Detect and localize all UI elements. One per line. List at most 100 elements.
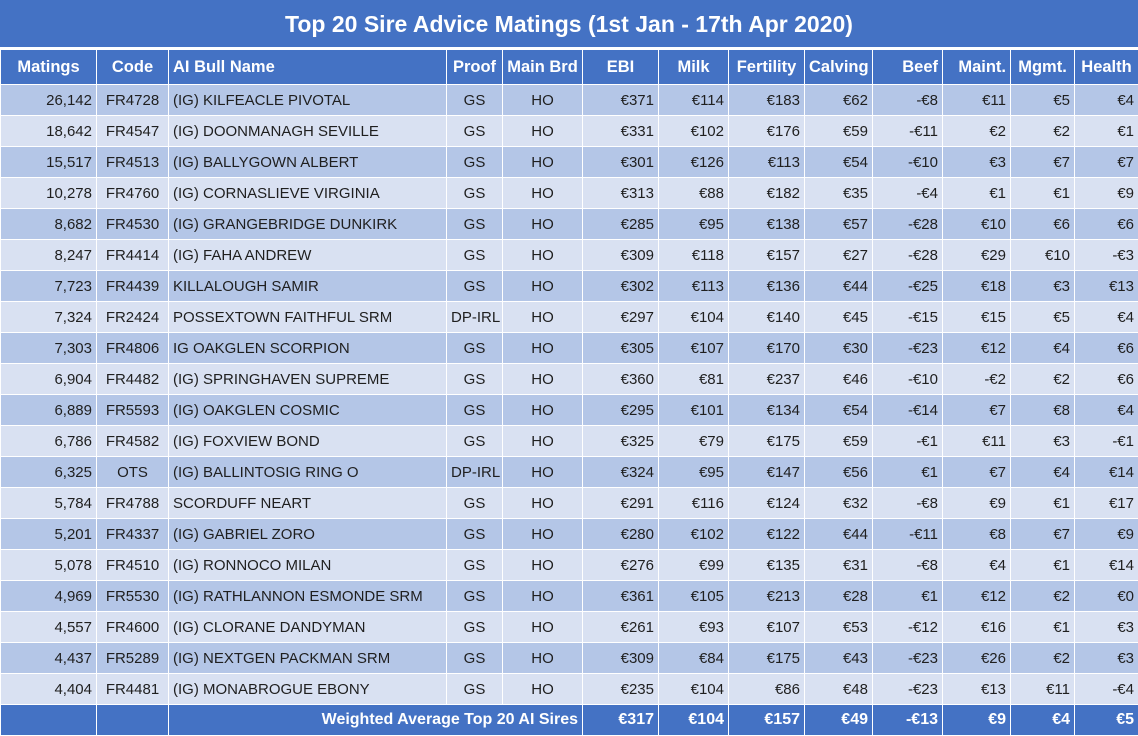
cell-matings: 4,404 — [1, 674, 97, 705]
cell-mgmt: €6 — [1011, 209, 1075, 240]
col-header-calving: Calving — [805, 50, 873, 85]
cell-main-brd: HO — [503, 395, 583, 426]
cell-beef: -€12 — [873, 612, 943, 643]
cell-beef: -€10 — [873, 147, 943, 178]
cell-mgmt: €4 — [1011, 333, 1075, 364]
cell-mgmt: €3 — [1011, 426, 1075, 457]
cell-milk: €114 — [659, 85, 729, 116]
cell-ebi: €295 — [583, 395, 659, 426]
cell-beef: -€11 — [873, 519, 943, 550]
cell-code: FR4582 — [97, 426, 169, 457]
cell-mgmt: €4 — [1011, 457, 1075, 488]
cell-calving: €59 — [805, 116, 873, 147]
cell-health: €0 — [1075, 581, 1138, 612]
table-title: Top 20 Sire Advice Matings (1st Jan - 17… — [0, 0, 1138, 49]
cell-maint: €4 — [943, 550, 1011, 581]
cell-beef: -€11 — [873, 116, 943, 147]
footer-beef: -€13 — [873, 705, 943, 736]
cell-milk: €126 — [659, 147, 729, 178]
cell-health: €3 — [1075, 612, 1138, 643]
footer-empty-cell — [97, 705, 169, 736]
cell-health: €17 — [1075, 488, 1138, 519]
cell-main-brd: HO — [503, 488, 583, 519]
cell-maint: €1 — [943, 178, 1011, 209]
cell-proof: GS — [447, 178, 503, 209]
cell-bull-name: (IG) CORNASLIEVE VIRGINIA — [169, 178, 447, 209]
cell-ebi: €371 — [583, 85, 659, 116]
cell-health: -€3 — [1075, 240, 1138, 271]
cell-matings: 18,642 — [1, 116, 97, 147]
cell-code: FR4728 — [97, 85, 169, 116]
cell-health: -€4 — [1075, 674, 1138, 705]
cell-main-brd: HO — [503, 364, 583, 395]
cell-main-brd: HO — [503, 581, 583, 612]
cell-code: FR4414 — [97, 240, 169, 271]
cell-maint: €9 — [943, 488, 1011, 519]
cell-calving: €54 — [805, 395, 873, 426]
cell-beef: -€4 — [873, 178, 943, 209]
cell-proof: GS — [447, 147, 503, 178]
cell-health: €6 — [1075, 209, 1138, 240]
cell-ebi: €305 — [583, 333, 659, 364]
cell-health: €1 — [1075, 116, 1138, 147]
cell-bull-name: KILLALOUGH SAMIR — [169, 271, 447, 302]
col-header-beef: Beef — [873, 50, 943, 85]
cell-health: €4 — [1075, 302, 1138, 333]
cell-ebi: €309 — [583, 240, 659, 271]
cell-fertility: €138 — [729, 209, 805, 240]
cell-health: €3 — [1075, 643, 1138, 674]
col-header-maint: Maint. — [943, 50, 1011, 85]
col-header-code: Code — [97, 50, 169, 85]
cell-main-brd: HO — [503, 240, 583, 271]
cell-code: FR4806 — [97, 333, 169, 364]
cell-fertility: €113 — [729, 147, 805, 178]
cell-ebi: €301 — [583, 147, 659, 178]
footer-empty-cell — [1, 705, 97, 736]
cell-fertility: €107 — [729, 612, 805, 643]
cell-proof: GS — [447, 581, 503, 612]
cell-milk: €116 — [659, 488, 729, 519]
cell-fertility: €237 — [729, 364, 805, 395]
cell-matings: 8,682 — [1, 209, 97, 240]
col-header-mgmt: Mgmt. — [1011, 50, 1075, 85]
cell-fertility: €213 — [729, 581, 805, 612]
cell-maint: €18 — [943, 271, 1011, 302]
cell-fertility: €176 — [729, 116, 805, 147]
cell-matings: 6,325 — [1, 457, 97, 488]
cell-proof: GS — [447, 674, 503, 705]
cell-code: FR4788 — [97, 488, 169, 519]
cell-health: €7 — [1075, 147, 1138, 178]
cell-mgmt: €2 — [1011, 581, 1075, 612]
cell-ebi: €261 — [583, 612, 659, 643]
cell-beef: -€14 — [873, 395, 943, 426]
cell-code: OTS — [97, 457, 169, 488]
cell-proof: GS — [447, 519, 503, 550]
header-row: Matings Code AI Bull Name Proof Main Brd… — [1, 50, 1138, 85]
cell-calving: €56 — [805, 457, 873, 488]
cell-ebi: €324 — [583, 457, 659, 488]
cell-main-brd: HO — [503, 302, 583, 333]
cell-main-brd: HO — [503, 612, 583, 643]
cell-bull-name: (IG) FOXVIEW BOND — [169, 426, 447, 457]
cell-beef: -€23 — [873, 333, 943, 364]
cell-matings: 4,437 — [1, 643, 97, 674]
cell-health: €14 — [1075, 457, 1138, 488]
col-header-proof: Proof — [447, 50, 503, 85]
cell-ebi: €360 — [583, 364, 659, 395]
cell-proof: GS — [447, 209, 503, 240]
cell-main-brd: HO — [503, 209, 583, 240]
cell-beef: -€8 — [873, 488, 943, 519]
cell-code: FR4530 — [97, 209, 169, 240]
cell-milk: €88 — [659, 178, 729, 209]
cell-calving: €32 — [805, 488, 873, 519]
